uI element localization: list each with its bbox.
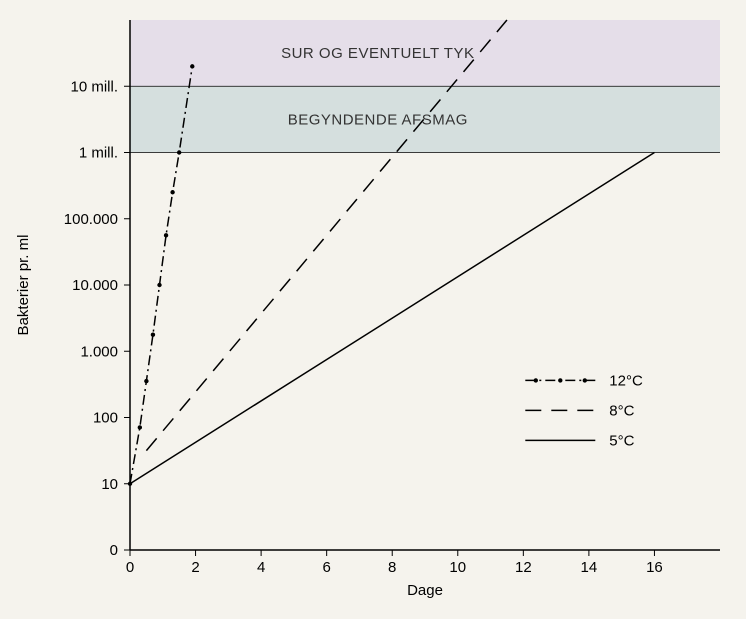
x-tick-label: 14 xyxy=(581,559,598,576)
series-12c-marker xyxy=(157,283,161,287)
bacteria-growth-chart: BEGYNDENDE AFSMAG SUR OG EVENTUELT TYK 0 10… xyxy=(0,0,746,619)
x-tick-label: 8 xyxy=(388,559,396,576)
series-12c-marker xyxy=(138,425,142,429)
zone-label-begyndende-afsmag: BEGYNDENDE AFSMAG xyxy=(288,111,468,128)
y-tick-label: 1.000 xyxy=(80,343,118,360)
legend-label-5c: 5°C xyxy=(609,432,634,449)
y-tick-label: 100 xyxy=(93,410,118,427)
legend-marker xyxy=(583,378,587,382)
x-tick-label: 16 xyxy=(646,559,663,576)
y-tick-label: 0 xyxy=(110,542,118,559)
y-tick-label: 10 mill. xyxy=(70,78,118,95)
series-5c xyxy=(130,153,654,484)
legend-marker xyxy=(534,378,538,382)
x-tick-label: 12 xyxy=(515,559,532,576)
legend-marker xyxy=(558,378,562,382)
y-axis-label: Bakterier pr. ml xyxy=(15,235,32,336)
y-tick-label: 100.000 xyxy=(64,211,118,228)
x-tick-label: 6 xyxy=(322,559,330,576)
series-12c-marker xyxy=(164,233,168,237)
series-12c-marker xyxy=(144,379,148,383)
x-tick-label: 4 xyxy=(257,559,265,576)
x-tick-label: 0 xyxy=(126,559,134,576)
legend-label-12c: 12°C xyxy=(609,372,643,389)
legend-label-8c: 8°C xyxy=(609,402,634,419)
x-tick-label: 10 xyxy=(449,559,466,576)
x-tick-label: 2 xyxy=(191,559,199,576)
zone-label-sur-og-eventuelt-tyk: SUR OG EVENTUELT TYK xyxy=(281,45,474,62)
series-12c-marker xyxy=(190,64,194,68)
series-12c-marker xyxy=(177,150,181,154)
chart-container: BEGYNDENDE AFSMAG SUR OG EVENTUELT TYK 0 10… xyxy=(0,0,746,619)
y-tick-label: 1 mill. xyxy=(79,145,118,162)
y-tick-label: 10 xyxy=(101,476,118,493)
x-axis-label: Dage xyxy=(407,582,443,599)
series-12c-marker xyxy=(170,190,174,194)
y-tick-label: 10.000 xyxy=(72,277,118,294)
series-12c-marker xyxy=(151,332,155,336)
